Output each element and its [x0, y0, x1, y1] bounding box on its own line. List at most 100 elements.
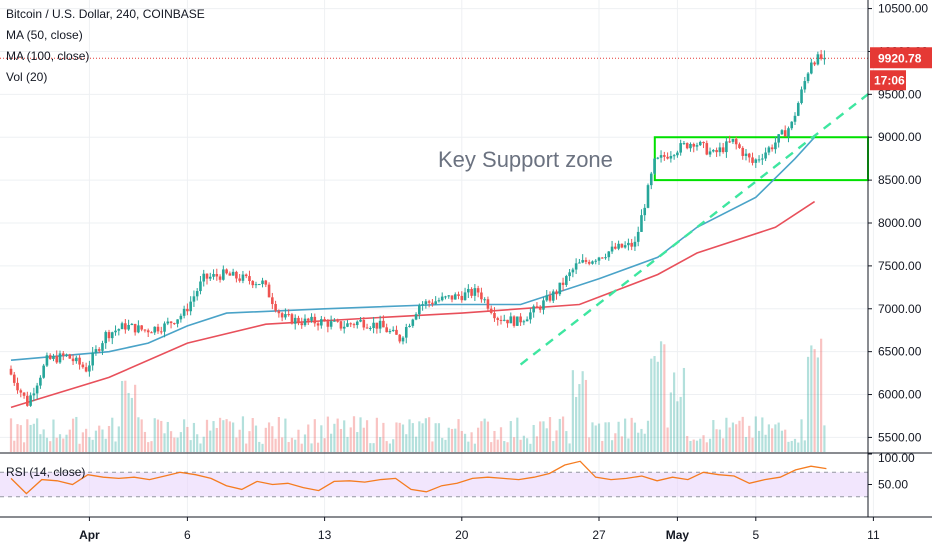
volume-bar	[49, 441, 52, 452]
volume-bar	[189, 440, 192, 452]
volume-bar	[297, 429, 300, 452]
candle-body	[770, 147, 774, 150]
candle-body	[649, 173, 653, 186]
volume-bar	[45, 437, 49, 452]
candle-body	[303, 318, 307, 326]
volume-bar	[735, 424, 738, 452]
volume-bar	[493, 430, 496, 452]
candle-body	[764, 152, 767, 159]
candle-body	[453, 294, 457, 300]
candle-body	[787, 128, 790, 137]
rsi-legend: RSI (14, close)	[6, 465, 85, 479]
candle-body	[800, 89, 803, 104]
volume-bar	[183, 419, 186, 452]
volume-bar	[728, 427, 731, 452]
volume-bar	[774, 424, 777, 452]
volume-bar	[588, 437, 591, 452]
volume-bar	[650, 358, 653, 452]
volume-bar	[173, 437, 176, 452]
candle-body	[744, 153, 748, 156]
volume-bar	[437, 423, 441, 452]
volume-bar	[277, 417, 280, 452]
candle-body	[182, 308, 186, 316]
volume-bar	[584, 379, 588, 452]
candle-body	[228, 273, 232, 276]
candle-body	[414, 314, 418, 320]
candle-body	[643, 207, 647, 216]
volume-bar	[761, 417, 764, 452]
candle-body	[208, 276, 212, 279]
volume-bar	[666, 427, 669, 452]
candle-body	[179, 315, 183, 320]
volume-bar	[473, 443, 476, 452]
candle-body	[104, 332, 108, 344]
volume-bar	[163, 433, 166, 452]
volume-bar	[258, 441, 261, 452]
candle-body	[287, 314, 290, 316]
volume-bar	[303, 434, 307, 452]
volume-bar	[32, 423, 35, 452]
volume-bar	[245, 443, 248, 452]
candle-body	[342, 326, 346, 329]
volume-bar	[388, 443, 392, 452]
volume-bar	[94, 430, 98, 452]
candle-body	[352, 324, 356, 326]
volume-bar	[39, 434, 42, 452]
candle-body	[297, 317, 300, 324]
candle-body	[254, 284, 258, 286]
candle-body	[290, 314, 294, 324]
candle-body	[496, 318, 500, 320]
candle-body	[130, 323, 134, 325]
candle-body	[29, 395, 32, 406]
volume-bar	[499, 427, 503, 452]
support-zone-label[interactable]: Key Support zone	[438, 147, 613, 172]
volume-bar	[571, 370, 574, 452]
trendline-dashed[interactable]	[519, 89, 875, 366]
candle-body	[401, 337, 405, 342]
candle-body	[339, 321, 343, 329]
volume-bar	[705, 442, 708, 452]
volume-bar	[307, 424, 310, 452]
candle-body	[790, 121, 794, 129]
volume-bar	[117, 426, 120, 452]
volume-bar	[447, 427, 450, 452]
volume-bar	[114, 441, 117, 452]
candle-body	[32, 393, 36, 396]
volume-bar	[153, 418, 156, 452]
volume-bar	[718, 429, 721, 452]
candle-body	[349, 323, 353, 325]
volume-bar	[480, 421, 483, 452]
candle-body	[816, 54, 820, 65]
rsi-tick-label: 50.00	[878, 478, 908, 492]
candle-body	[310, 316, 313, 321]
candle-body	[150, 332, 153, 334]
volume-bar	[816, 357, 819, 452]
candle-body	[437, 300, 441, 302]
volume-bar	[228, 421, 231, 452]
candle-body	[189, 301, 192, 312]
volume-bar	[16, 424, 19, 452]
candle-body	[355, 321, 359, 326]
trendline[interactable]	[519, 89, 875, 366]
volume-bar	[725, 417, 728, 452]
volume-bar	[19, 425, 22, 452]
candle-body	[751, 157, 754, 163]
rsi-line	[10, 460, 827, 495]
volume-bar	[731, 422, 735, 452]
volume-bar	[26, 419, 29, 452]
volume-bar	[346, 436, 349, 452]
volume-bar	[401, 424, 405, 452]
candle-body	[336, 320, 339, 322]
volume-bar	[441, 437, 444, 452]
candle-body	[75, 357, 78, 362]
volume-bar	[205, 419, 209, 452]
candle-body	[617, 243, 620, 249]
volume-bar	[405, 434, 408, 452]
candle-body	[65, 354, 68, 356]
candle-body	[140, 325, 143, 330]
candle-body	[565, 276, 568, 285]
candle-body	[630, 242, 633, 247]
volume-bar	[568, 443, 571, 452]
